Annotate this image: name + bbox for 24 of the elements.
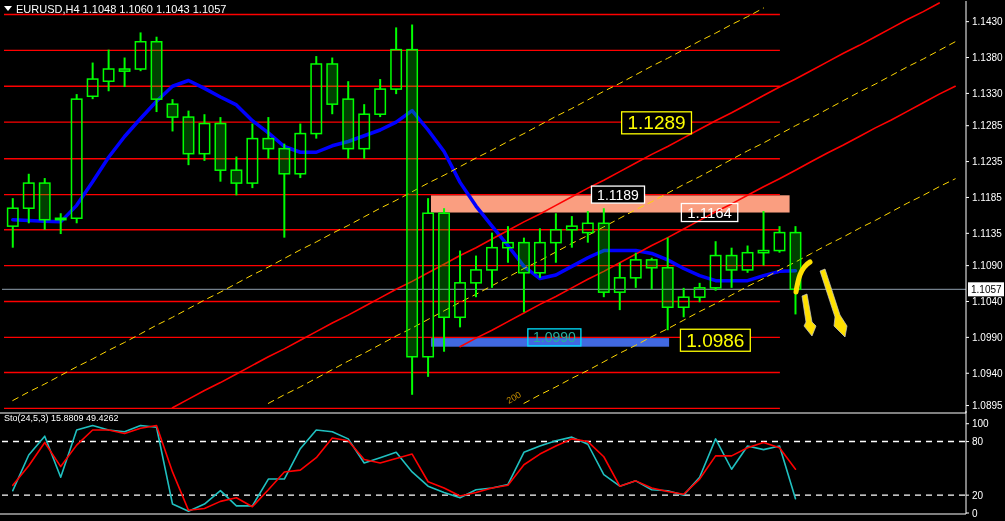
y-tick-label: 1.0940 [972, 367, 1004, 379]
y-tick-label: 1.0990 [972, 331, 1004, 343]
y-tick-label: 1.1235 [972, 156, 1004, 168]
annotation: 200 [504, 389, 523, 406]
y-tick-label: 0 [972, 507, 978, 519]
y-tick-label: 1.1090 [972, 260, 1004, 272]
annotation: 1.1289 [627, 112, 686, 134]
y-tick-label: 1.1040 [972, 296, 1004, 307]
y-tick-label: 80 [972, 436, 984, 448]
y-tick-label: 20 [972, 489, 984, 501]
y-tick-label: 1.1135 [972, 227, 1003, 239]
ref-line-label: 1.1057 [971, 283, 1003, 295]
y-tick-label: 1.1430 [972, 16, 1004, 28]
annotation: 1.1189 [597, 186, 640, 203]
y-tick-label: 1.1380 [972, 52, 1004, 64]
y-tick-label: 100 [972, 418, 990, 430]
y-tick-label: 1.1185 [972, 191, 1003, 203]
chart-title: Sto(24,5,3) 15.8809 49.4262 [4, 413, 119, 423]
y-tick-label: 1.1330 [972, 87, 1004, 99]
chart-title: EURUSD,H4 1.1048 1.1060 1.1043 1.1057 [16, 3, 227, 15]
y-tick-label: 1.1285 [972, 120, 1004, 132]
annotation: 1.0990 [532, 329, 576, 346]
y-tick-label: 1.0895 [972, 400, 1004, 412]
annotation: 1.0986 [686, 329, 745, 351]
